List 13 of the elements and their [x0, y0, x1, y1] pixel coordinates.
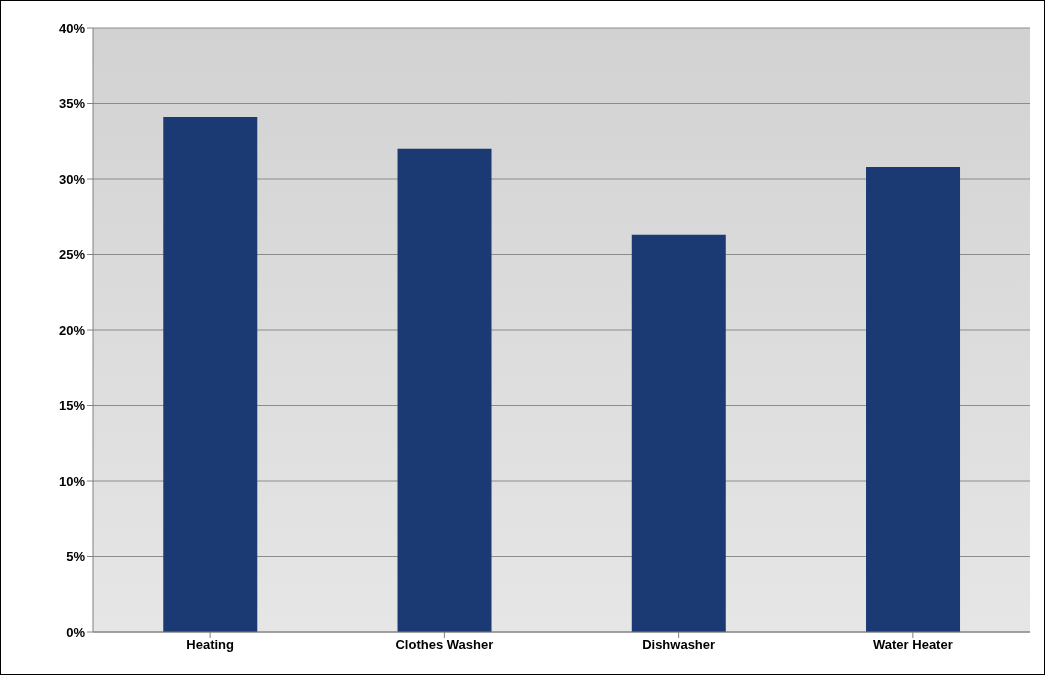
y-tick-label: 15% [58, 398, 86, 414]
y-tick-label: 0% [66, 624, 86, 640]
x-tick-label: Water Heater [873, 637, 953, 653]
x-tick-label: Dishwasher [642, 637, 716, 653]
x-tick-label: Clothes Washer [395, 637, 494, 653]
y-tick-label: 40% [58, 20, 86, 36]
y-tick-label: 30% [58, 171, 86, 187]
y-tick-label: 10% [58, 473, 86, 489]
y-tick-label: 35% [58, 96, 86, 112]
y-tick-label: 20% [58, 322, 86, 338]
y-tick-label: 5% [66, 549, 86, 565]
x-tick-label: Heating [186, 637, 235, 653]
y-tick-label: 25% [58, 247, 86, 263]
